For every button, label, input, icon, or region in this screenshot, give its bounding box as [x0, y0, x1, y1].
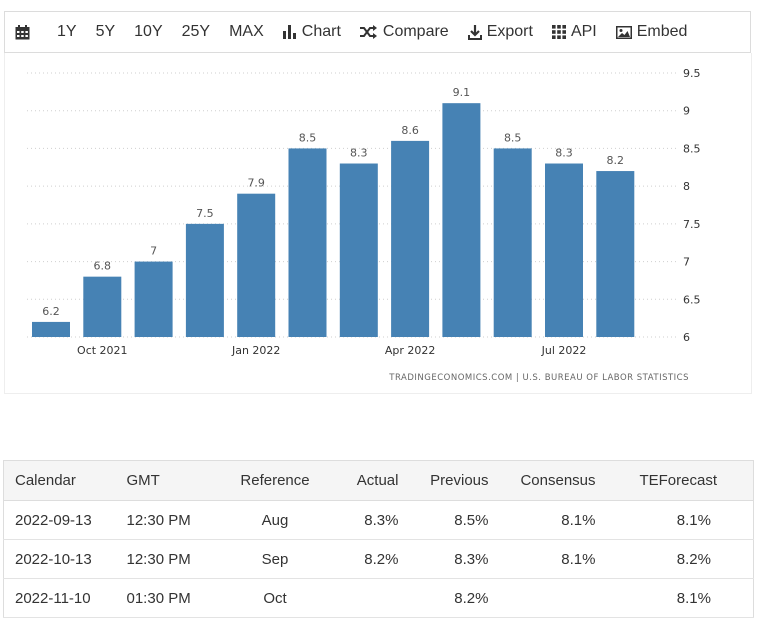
x-tick-label: Oct 2021 — [77, 344, 128, 357]
header-calendar: Calendar — [3, 460, 127, 501]
bar — [596, 171, 635, 337]
data-label: 8.5 — [299, 131, 317, 144]
range-1y-label: 1Y — [57, 23, 77, 40]
data-label: 6.2 — [42, 305, 60, 318]
header-reference: Reference — [221, 460, 329, 501]
data-label: 7 — [150, 245, 157, 258]
bar — [493, 148, 532, 337]
cell-reference: Aug — [221, 500, 329, 540]
y-tick-label: 7.5 — [683, 218, 701, 231]
data-label: 6.8 — [94, 260, 112, 273]
cell-previous: 8.5% — [398, 500, 489, 540]
y-tick-label: 8.5 — [683, 142, 701, 155]
data-label: 8.5 — [504, 131, 522, 144]
header-actual: Actual — [328, 460, 399, 501]
range-25y-label: 25Y — [181, 23, 211, 40]
cell-gmt: 12:30 PM — [126, 539, 222, 579]
api-button-label: API — [570, 23, 597, 40]
y-tick-label: 9 — [683, 105, 690, 118]
chart-button-label: Chart — [301, 23, 341, 40]
image-icon — [615, 25, 632, 39]
bar — [134, 261, 173, 337]
data-label: 8.3 — [555, 147, 573, 160]
x-tick-label: Jan 2022 — [231, 344, 280, 357]
y-tick-label: 8 — [683, 180, 690, 193]
range-10y-button[interactable]: 10Y — [134, 23, 162, 41]
chart-container: 6 6.5 7 7.5 8 8.5 9 9.5 6.2 6.8 7 7.5 7.9 8.5 8.3 8.6 9.… — [4, 53, 752, 394]
cell-calendar: 2022-10-13 — [3, 539, 127, 579]
cell-gmt: 12:30 PM — [126, 500, 222, 540]
data-label: 7.9 — [247, 177, 265, 190]
header-consensus: Consensus — [488, 460, 596, 501]
y-tick-label: 7 — [683, 256, 690, 269]
bar-chart: 6 6.5 7 7.5 8 8.5 9 9.5 6.2 6.8 7 7.5 7.9 8.5 8.3 8.6 9.… — [27, 67, 701, 357]
embed-button[interactable]: Embed — [615, 23, 688, 41]
data-label: 7.5 — [196, 207, 214, 220]
cell-previous: 8.2% — [398, 578, 489, 618]
cell-previous: 8.3% — [398, 539, 489, 579]
bar — [237, 193, 276, 337]
bar-chart-icon — [282, 25, 296, 39]
range-max-label: MAX — [229, 23, 264, 40]
cell-calendar: 2022-09-13 — [3, 500, 127, 540]
x-tick-label: Jul 2022 — [541, 344, 587, 357]
api-button[interactable]: API — [551, 23, 597, 41]
cell-gmt: 01:30 PM — [126, 578, 222, 618]
cell-consensus: 8.1% — [488, 500, 596, 540]
range-25y-button[interactable]: 25Y — [182, 23, 210, 41]
bar — [83, 276, 122, 337]
data-label: 8.6 — [401, 124, 419, 137]
embed-button-label: Embed — [636, 23, 688, 40]
range-1y-button[interactable]: 1Y — [57, 23, 77, 41]
cell-consensus: 8.1% — [488, 539, 596, 579]
cell-teforecast: 8.1% — [595, 578, 754, 618]
table-row: 2022-10-13 12:30 PM Sep 8.2% 8.3% 8.1% 8… — [3, 539, 754, 579]
export-button-label: Export — [486, 23, 533, 40]
cell-consensus — [488, 578, 596, 618]
bar — [339, 163, 378, 337]
table-header-row: Calendar GMT Reference Actual Previous C… — [3, 460, 754, 501]
y-tick-label: 9.5 — [683, 67, 701, 80]
bar — [185, 223, 224, 337]
compare-button[interactable]: Compare — [359, 23, 449, 41]
calendar-table: Calendar GMT Reference Actual Previous C… — [3, 460, 754, 618]
bar — [391, 140, 430, 337]
cell-actual: 8.3% — [328, 500, 399, 540]
cell-reference: Sep — [221, 539, 329, 579]
header-gmt: GMT — [126, 460, 222, 501]
data-label: 9.1 — [453, 86, 471, 99]
cell-teforecast: 8.1% — [595, 500, 754, 540]
cell-calendar: 2022-11-10 — [3, 578, 127, 618]
chart-toolbar: 1Y 5Y 10Y 25Y MAX Chart Compare Export — [4, 11, 751, 53]
grid-icon — [551, 25, 566, 39]
chart-button[interactable]: Chart — [282, 23, 341, 41]
table-row: 2022-09-13 12:30 PM Aug 8.3% 8.5% 8.1% 8… — [3, 500, 754, 540]
y-tick-label: 6.5 — [683, 293, 701, 306]
bar — [288, 148, 327, 337]
header-teforecast: TEForecast — [595, 460, 754, 501]
bar — [545, 163, 583, 337]
export-button[interactable]: Export — [467, 23, 533, 41]
cell-actual — [328, 578, 399, 618]
y-tick-label: 6 — [683, 331, 690, 344]
x-tick-label: Apr 2022 — [385, 344, 436, 357]
bar — [442, 103, 481, 337]
header-previous: Previous — [398, 460, 489, 501]
data-label: 8.2 — [607, 154, 625, 167]
chart-source: TRADINGECONOMICS.COM | U.S. BUREAU OF LA… — [389, 373, 689, 383]
range-max-button[interactable]: MAX — [229, 23, 264, 41]
cell-teforecast: 8.2% — [595, 539, 754, 579]
bar — [32, 321, 70, 337]
data-label: 8.3 — [350, 147, 368, 160]
cell-actual: 8.2% — [328, 539, 399, 579]
range-5y-button[interactable]: 5Y — [96, 23, 116, 41]
range-5y-label: 5Y — [95, 23, 116, 40]
calendar-icon[interactable] — [15, 24, 35, 40]
table-row: 2022-11-10 01:30 PM Oct 8.2% 8.1% — [3, 578, 754, 618]
download-icon — [467, 24, 482, 40]
shuffle-icon — [359, 25, 377, 39]
cell-reference: Oct — [221, 578, 329, 618]
range-10y-label: 10Y — [134, 23, 163, 40]
compare-button-label: Compare — [382, 23, 449, 40]
